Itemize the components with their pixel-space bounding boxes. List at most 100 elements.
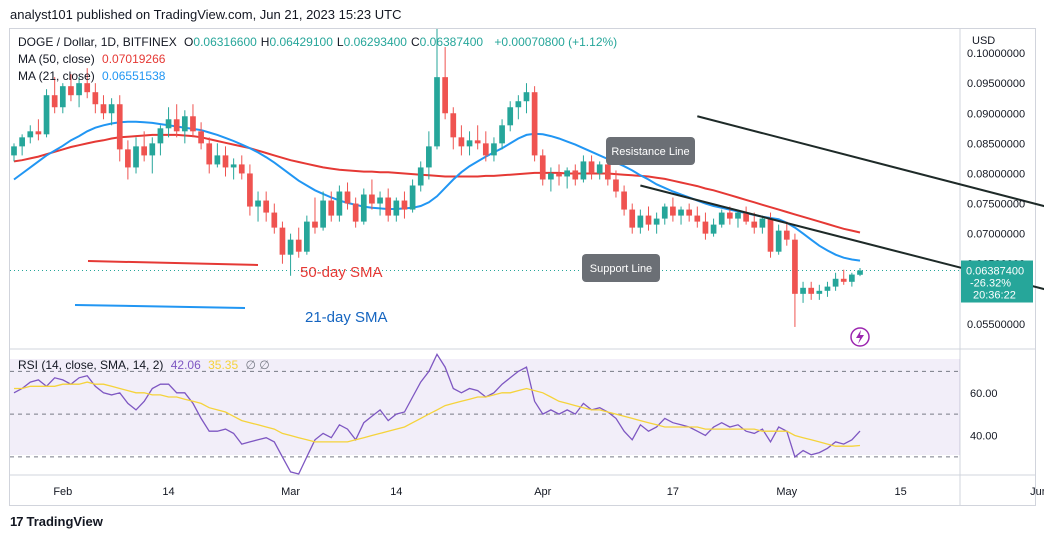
candle-body xyxy=(393,200,400,216)
last-price-change: -26.32% xyxy=(970,278,1011,290)
candle-body xyxy=(206,143,213,165)
candle-body xyxy=(466,140,473,147)
ma50-label: MA (50, close) xyxy=(18,52,95,66)
candle-body xyxy=(417,167,424,186)
candle-body xyxy=(556,173,562,177)
last-price-value: 0.06387400 xyxy=(966,266,1024,278)
change-value: +0.00070800 (+1.12%) xyxy=(494,35,618,49)
candle-body xyxy=(507,107,514,126)
footer-brand[interactable]: 17 TradingView xyxy=(10,514,103,529)
ma50-value: 0.07019266 xyxy=(102,52,166,66)
candle-body xyxy=(43,95,50,135)
symbol-title: DOGE / Dollar, 1D, BITFINEX xyxy=(18,35,177,49)
candle-body xyxy=(352,203,359,222)
ohlc-value: 0.06429100 xyxy=(269,35,333,49)
candle-body xyxy=(426,146,432,168)
candle-body xyxy=(840,278,847,282)
candle-body xyxy=(832,278,839,287)
rsi-value: 42.06 xyxy=(170,358,201,372)
candle-body xyxy=(531,92,538,156)
candle-body xyxy=(564,170,571,177)
brand-name: TradingView xyxy=(26,514,103,529)
ma21-legend: MA (21, close) 0.06551538 xyxy=(18,69,169,83)
ohlc-key: L xyxy=(336,35,344,49)
time-tick-label: 17 xyxy=(667,486,679,498)
candle-body xyxy=(125,149,131,168)
candle-body xyxy=(377,197,383,204)
candle-body xyxy=(588,161,595,174)
candle-body xyxy=(360,194,367,222)
candle-body xyxy=(141,146,148,156)
candle-body xyxy=(523,92,530,102)
candle-body xyxy=(816,290,823,294)
rsi-tick-label: 60.00 xyxy=(970,388,998,400)
candle-body xyxy=(336,191,343,216)
ma21-line xyxy=(13,120,861,262)
candle-body xyxy=(759,218,766,228)
candle-body xyxy=(637,215,644,228)
candle-body xyxy=(580,161,587,180)
time-tick-label: 15 xyxy=(895,486,907,498)
price-tick-label: 0.09500000 xyxy=(967,78,1025,90)
candle-body xyxy=(824,286,831,291)
candle-body xyxy=(450,113,457,138)
time-tick-label: 14 xyxy=(390,486,402,498)
candle-body xyxy=(100,104,107,114)
candle-body xyxy=(596,164,603,174)
candle-body xyxy=(474,140,481,144)
candle-body xyxy=(726,212,733,219)
candle-body xyxy=(621,191,627,210)
candle-body xyxy=(344,191,351,204)
currency-label: USD xyxy=(972,35,995,47)
candle-body xyxy=(92,92,99,105)
candle-body xyxy=(51,95,58,108)
candle-body xyxy=(442,77,448,114)
candle-body xyxy=(515,101,522,108)
sma21-marker-line xyxy=(74,304,246,309)
candle-body xyxy=(783,230,790,240)
ohlc-value: 0.06316600 xyxy=(193,35,257,49)
candle-body xyxy=(434,77,440,147)
ohlc-key: O xyxy=(184,35,194,49)
candle-body xyxy=(548,173,554,180)
candle-body xyxy=(181,116,188,132)
candle-body xyxy=(604,164,611,180)
candle-body xyxy=(11,146,17,156)
candle-body xyxy=(686,209,693,216)
price-tick-label: 0.07000000 xyxy=(967,229,1025,241)
candle-body xyxy=(694,215,701,222)
support-callout-text: Support Line xyxy=(590,263,652,275)
candle-body xyxy=(35,131,42,135)
candle-body xyxy=(369,194,375,204)
candle-body xyxy=(702,221,709,234)
time-tick-label: Feb xyxy=(53,486,72,498)
candle-body xyxy=(263,200,270,213)
candle-body xyxy=(133,146,139,168)
candle-body xyxy=(222,155,229,168)
candle-body xyxy=(287,239,294,255)
candle-body xyxy=(198,131,204,144)
candle-body xyxy=(572,170,579,180)
resistance-callout-text: Resistance Line xyxy=(611,146,689,158)
candle-body xyxy=(295,239,302,252)
rsi-line xyxy=(13,352,861,475)
time-tick-label: 14 xyxy=(162,486,174,498)
candle-body xyxy=(849,274,855,282)
candle-body xyxy=(255,200,261,207)
candle-body xyxy=(800,287,806,294)
candle-body xyxy=(303,221,310,252)
time-tick-label: Mar xyxy=(281,486,300,498)
support-callout-box xyxy=(582,254,660,282)
rsi-sma-value: 35.35 xyxy=(208,358,239,372)
candle-body xyxy=(775,230,782,252)
bar-countdown: 20:36:22 xyxy=(973,290,1016,302)
candle-body xyxy=(629,209,636,228)
price-tick-label: 0.07500000 xyxy=(967,199,1025,211)
rsi-legend: RSI (14, close, SMA, 14, 2) 42.06 35.35 … xyxy=(18,358,274,372)
candle-body xyxy=(157,128,164,144)
time-tick-label: Apr xyxy=(534,486,551,498)
ma50-line xyxy=(13,133,861,234)
sma50-annotation: 50-day SMA xyxy=(300,264,383,281)
candle-body xyxy=(312,221,318,228)
